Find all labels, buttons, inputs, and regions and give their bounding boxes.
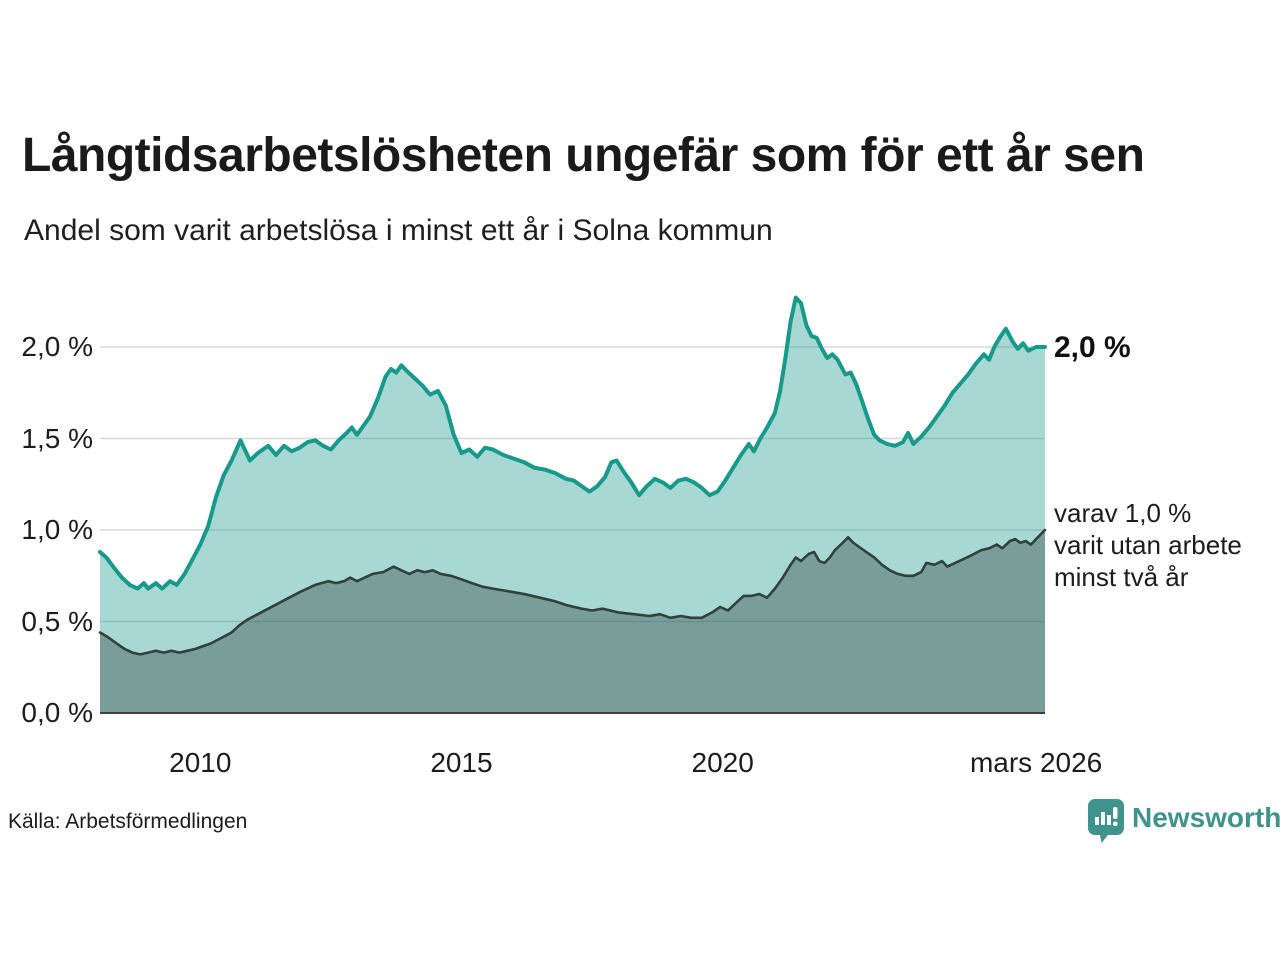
y-tick-label: 1,5 %	[21, 422, 93, 454]
series-2-area	[100, 530, 1045, 713]
series-1-area	[100, 297, 1045, 713]
latest-value-label: 2,0 %	[1054, 331, 1131, 364]
x-tick-label: mars 2026	[969, 747, 1103, 778]
y-tick-label: 0,5 %	[21, 605, 93, 637]
x-tick-label: 2020	[691, 747, 754, 778]
source-note: Källa: Arbetsförmedlingen	[8, 810, 248, 833]
newsworthy-logo: Newsworthy	[1087, 798, 1280, 844]
series2-annotation: varav 1,0 % varit utan arbete minst två …	[1054, 498, 1242, 592]
chart-subtitle: Andel som varit arbetslösa i minst ett å…	[24, 214, 773, 247]
y-tick-label: 2,0 %	[21, 331, 93, 362]
y-tick-label: 0,0 %	[21, 697, 93, 728]
y-tick-label: 1,0 %	[21, 514, 93, 545]
chart-title: Långtidsarbetslösheten ungefär som för e…	[22, 129, 1145, 182]
newsworthy-bubble-chart-icon	[1088, 799, 1124, 843]
series-2-line	[98, 528, 1047, 656]
brand-name: Newsworthy	[1132, 802, 1280, 833]
x-tick-label: 2015	[430, 747, 493, 778]
x-tick-label: 2010	[169, 747, 232, 778]
series-1-line	[98, 295, 1047, 591]
